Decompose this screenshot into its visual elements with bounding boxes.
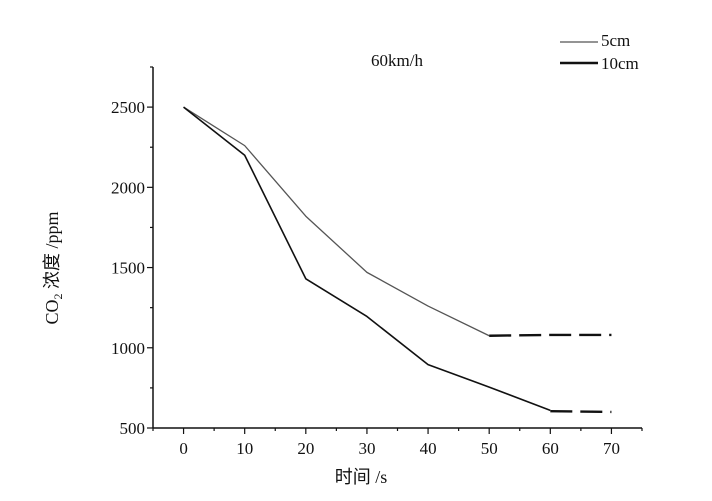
x-tick-label: 20 [297, 439, 314, 458]
series-line-10cm [183, 106, 551, 412]
y-axis-label-subscript: 2 [51, 294, 65, 300]
y-tick-label: 1500 [111, 259, 145, 278]
x-ticks: 0 10 20 30 40 50 60 70 [152, 428, 643, 458]
y-ticks: 500 1000 1500 2000 2500 [111, 66, 153, 438]
legend-item-10cm: 10cm [560, 54, 639, 73]
y-tick-label: 2000 [111, 178, 145, 197]
x-tick-label: 50 [481, 439, 498, 458]
y-axis-label-main: CO [42, 300, 62, 325]
x-tick-label: 0 [179, 439, 188, 458]
legend-label-5cm: 5cm [601, 31, 630, 50]
y-tick-label: 500 [120, 419, 146, 438]
y-axis-label: CO2 浓度 /ppm [42, 211, 65, 324]
speed-annotation: 60km/h [371, 51, 423, 70]
legend: 5cm 10cm [560, 31, 639, 73]
series-extension-5cm [489, 333, 612, 337]
y-tick-label: 1000 [111, 339, 145, 358]
x-tick-label: 70 [603, 439, 620, 458]
x-axis-label: 时间 /s [335, 467, 388, 487]
series-line-5cm [183, 106, 490, 337]
x-tick-label: 40 [420, 439, 437, 458]
legend-item-5cm: 5cm [560, 31, 630, 50]
y-tick-label: 2500 [111, 98, 145, 117]
x-tick-label: 10 [236, 439, 253, 458]
x-tick-label: 60 [542, 439, 559, 458]
axes: 500 1000 1500 2000 2500 0 10 20 30 40 50 60 70 [111, 66, 643, 458]
series-lines [183, 106, 612, 414]
x-tick-label: 30 [358, 439, 375, 458]
legend-label-10cm: 10cm [601, 54, 639, 73]
series-extension-10cm [550, 409, 612, 414]
y-axis-label-rest: 浓度 /ppm [42, 211, 62, 293]
